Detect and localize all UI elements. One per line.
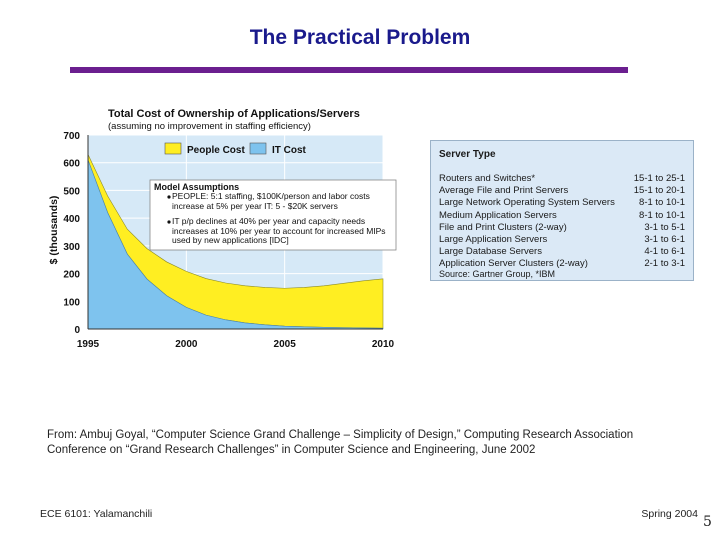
server-type: Average File and Print Servers	[439, 185, 569, 197]
footer-course: ECE 6101: Yalamanchili	[40, 508, 153, 520]
y-tick-label: 400	[63, 214, 80, 225]
y-tick-label: 700	[63, 131, 80, 142]
server-ratio: 8-1 to 10-1	[639, 209, 685, 221]
y-tick-label: 300	[63, 242, 80, 253]
y-tick-label: 200	[63, 270, 80, 281]
server-ratio: 15-1 to 25-1	[633, 173, 685, 184]
axes	[87, 135, 383, 330]
x-tick-label: 1995	[77, 339, 100, 350]
assumption-bullet-2: IT p/p declines at 40% per year and capa…	[172, 217, 386, 245]
x-tick-label: 2005	[274, 339, 297, 350]
server-type: File and Print Clusters (2-way)	[439, 221, 567, 233]
citation: From: Ambuj Goyal, “Computer Science Gra…	[47, 428, 687, 458]
legend: People Cost IT Cost	[164, 142, 307, 156]
server-ratio: 15-1 to 20-1	[633, 185, 685, 197]
y-axis-label: $ (thousands)	[48, 196, 60, 265]
annotation-title: Model Assumptions	[154, 182, 239, 192]
legend-label-people-cost: People Cost	[187, 145, 245, 156]
server-ratio: 2-1 to 3-1	[644, 258, 685, 270]
citation-line-1: From: Ambuj Goyal, “Computer Science Gra…	[47, 429, 634, 441]
server-type: Application Server Clusters (2-way)	[439, 258, 588, 270]
bullet-dot	[167, 220, 171, 224]
area-series	[87, 154, 384, 330]
y-tick-label: 100	[63, 297, 80, 308]
server-type-table: Server Type Routers and Switches* 15-1 to…	[430, 140, 694, 281]
server-row: File and Print Clusters (2-way) 3-1 to 5-…	[439, 222, 685, 234]
assumption-bullet-1: PEOPLE: 5:1 staffing, $100K/person and l…	[172, 192, 370, 211]
server-type: Routers and Switches*	[439, 173, 536, 184]
chart-title: Total Cost of Ownership of Applications/…	[108, 108, 360, 120]
x-tick-label: 2000	[175, 339, 198, 350]
server-ratio: 8-1 to 10-1	[639, 197, 685, 209]
bullet-dot	[167, 195, 171, 199]
server-row: Application Server Clusters (2-way) 2-1 t…	[439, 258, 685, 270]
server-ratio: 4-1 to 6-1	[644, 246, 685, 258]
server-table-header: Server Type	[439, 149, 496, 160]
footer-date: Spring 2004	[641, 508, 698, 520]
server-type: Large Network Operating System Servers	[439, 197, 615, 209]
server-row: Medium Application Servers 8-1 to 10-1	[439, 210, 685, 222]
server-ratio: 3-1 to 6-1	[644, 234, 685, 245]
server-type: Large Application Servers	[439, 234, 548, 245]
server-ratio: 3-1 to 5-1	[644, 221, 685, 233]
annotation-background	[149, 179, 397, 251]
y-tick-label: 0	[74, 325, 80, 336]
server-type: Medium Application Servers	[439, 209, 557, 221]
server-row: Large Network Operating System Servers 8-…	[439, 197, 685, 209]
server-type: Large Database Servers	[439, 246, 542, 258]
slide-title: The Practical Problem	[249, 26, 471, 49]
page-number: 5	[703, 514, 712, 530]
model-assumptions-box: Model Assumptions PEOPLE: 5:1 staffing, …	[149, 179, 397, 251]
y-tick-label: 500	[63, 186, 80, 197]
area-it-cost	[87, 159, 384, 330]
server-row: Large Application Servers 3-1 to 6-1	[439, 234, 685, 246]
server-row: Large Database Servers 4-1 to 6-1	[439, 246, 685, 258]
legend-label-it-cost: IT Cost	[272, 145, 307, 156]
legend-swatch-it-cost	[249, 142, 267, 155]
server-table-source: Source: Gartner Group, *IBM	[439, 269, 556, 279]
x-tick-label: 2010	[372, 339, 395, 350]
citation-line-2: Conference on “Grand Research Challenges…	[47, 444, 536, 456]
x-tick-labels: 1995 2000 2005 2010	[77, 339, 395, 350]
chart-subtitle: (assuming no improvement in staffing eff…	[108, 121, 311, 132]
title-underline	[70, 67, 628, 73]
y-tick-label: 600	[63, 159, 80, 170]
server-row: Average File and Print Servers 15-1 to 20…	[439, 185, 685, 197]
y-tick-labels: 0 100 200 300 400 500 600 700	[63, 131, 80, 336]
server-row: Routers and Switches* 15-1 to 25-1	[439, 173, 685, 185]
legend-swatch-people-cost	[164, 142, 182, 155]
